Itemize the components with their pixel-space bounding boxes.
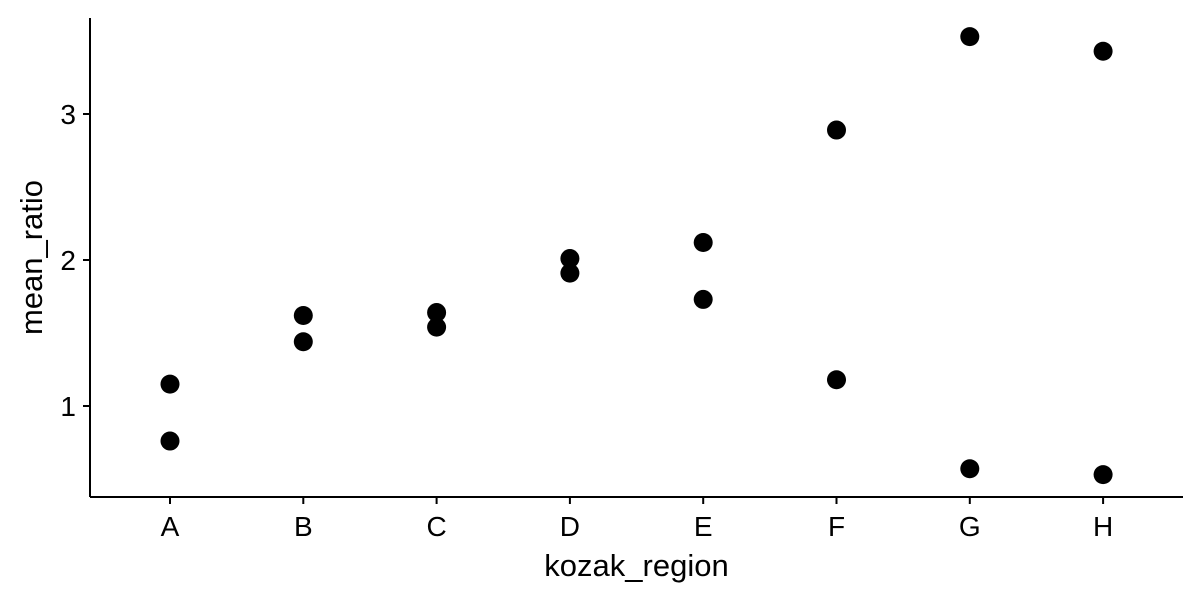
x-tick-label: F	[828, 511, 845, 542]
y-tick-label: 2	[60, 245, 76, 276]
data-point	[827, 120, 846, 140]
y-axis-title: mean_ratio	[14, 180, 49, 335]
data-point	[293, 305, 313, 325]
y-axis-ticks: 1 2 3	[60, 99, 90, 422]
y-tick-label: 3	[60, 99, 76, 130]
data-point	[427, 317, 447, 337]
data-point	[293, 332, 313, 352]
x-tick-label: H	[1093, 511, 1113, 542]
x-tick-label: A	[161, 511, 180, 542]
x-axis-title: kozak_region	[544, 548, 728, 583]
data-point	[693, 232, 713, 252]
data-point	[560, 249, 580, 269]
x-tick-label: B	[294, 511, 313, 542]
data-point	[160, 374, 180, 394]
y-tick-label: 1	[60, 391, 76, 422]
x-tick-label: D	[560, 511, 580, 542]
data-point	[427, 303, 447, 323]
data-point	[160, 431, 180, 451]
points-layer	[160, 27, 1113, 485]
x-tick-label: C	[426, 511, 446, 542]
data-point	[1093, 41, 1113, 61]
data-point	[693, 289, 713, 309]
data-point	[960, 459, 980, 479]
x-axis-ticks: A B C D E F G H	[161, 497, 1113, 542]
data-point	[960, 27, 980, 47]
data-point	[560, 263, 580, 283]
x-tick-label: G	[959, 511, 981, 542]
data-point	[827, 370, 846, 390]
x-tick-label: E	[694, 511, 713, 542]
data-point	[1093, 465, 1113, 485]
